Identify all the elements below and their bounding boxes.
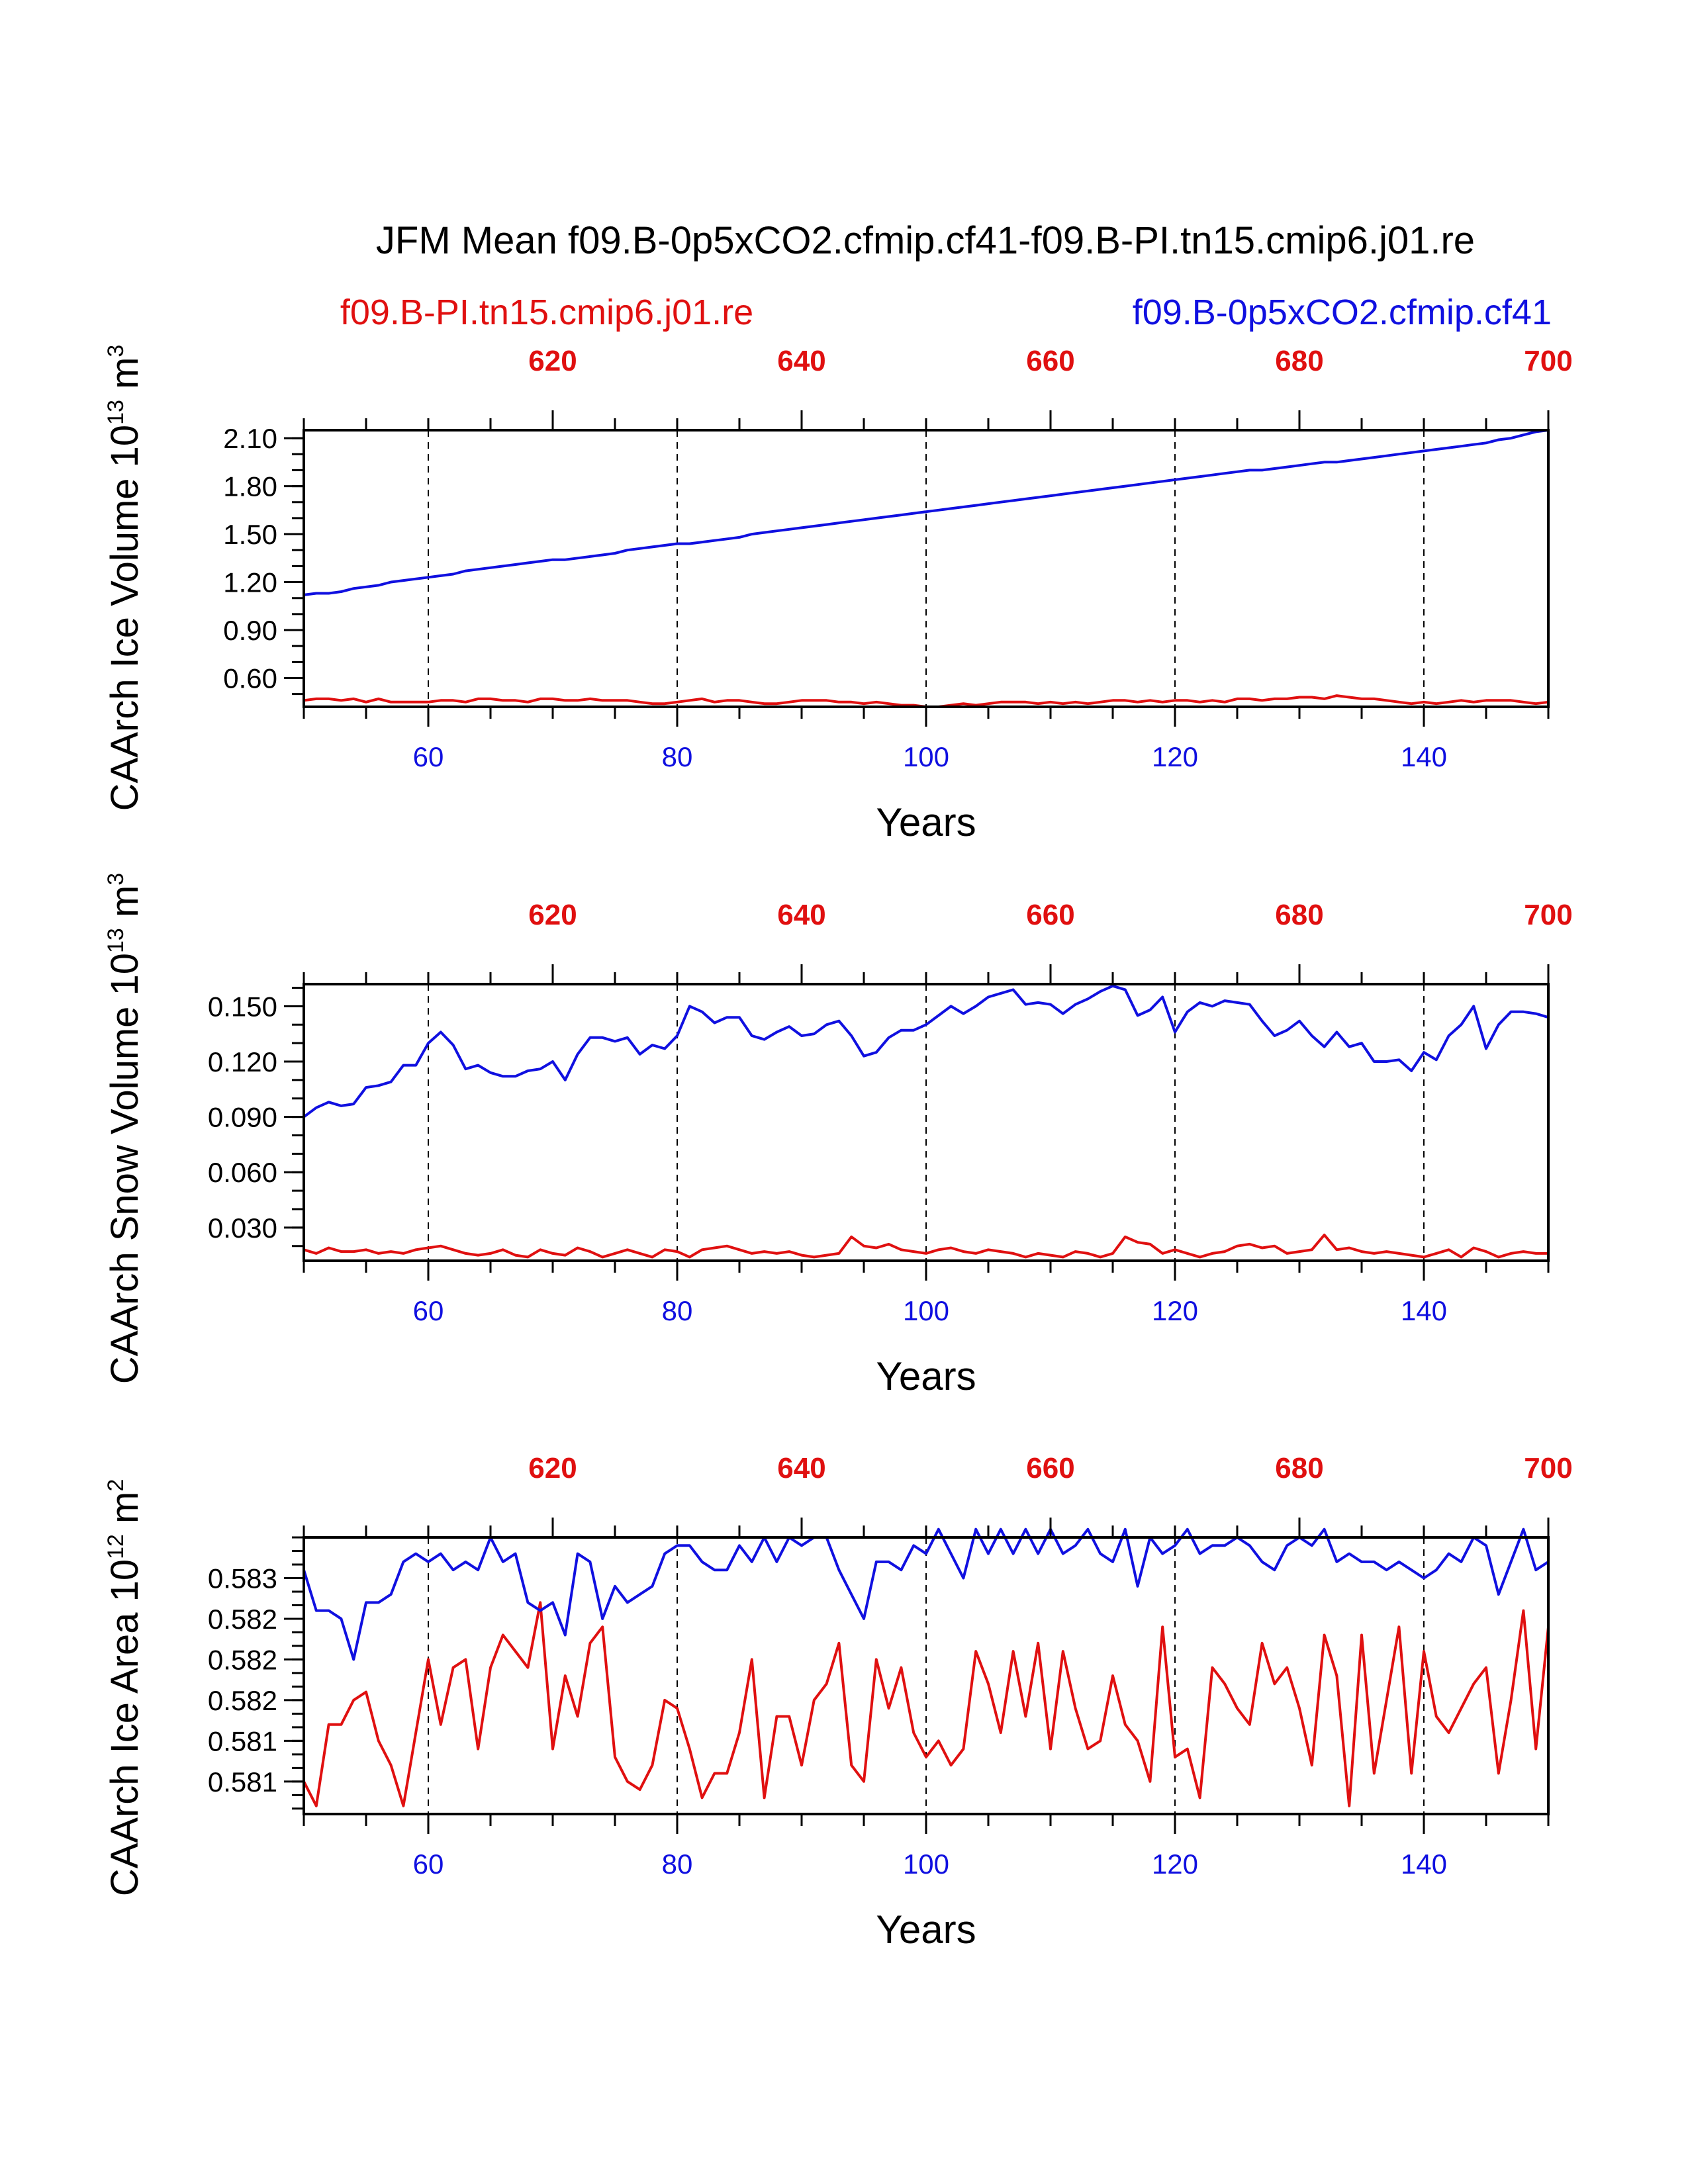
y-axis-label-unit: m <box>103 886 146 928</box>
top-x-tick-label: 640 <box>777 1452 825 1484</box>
y-axis-label-unit: m <box>103 1492 146 1534</box>
top-x-tick-label: 660 <box>1026 899 1074 931</box>
x-tick-label: 60 <box>413 741 444 772</box>
chart-panel-1: 60 80 100 120 140 620 640 660 680 700 0.60 0.90 1.20… <box>103 345 1573 844</box>
x-tick-label: 100 <box>903 741 949 772</box>
x-tick-label: 60 <box>413 1848 444 1880</box>
y-tick-label: 0.582 <box>208 1604 277 1635</box>
top-x-tick-label: 620 <box>528 1452 577 1484</box>
x-tick-label: 60 <box>413 1295 444 1326</box>
y-tick-label: 0.060 <box>208 1157 277 1188</box>
legend-entry-series-b: f09.B-0p5xCO2.cfmip.cf41 <box>1133 293 1552 332</box>
y-tick-label: 0.120 <box>208 1046 277 1077</box>
series-line-half-co2 <box>303 429 1549 596</box>
chart-panel-3: 60 80 100 120 140 620 640 660 680 700 0.581 0.581 0.… <box>103 1452 1573 1952</box>
chart-panels: 60 80 100 120 140 620 640 660 680 700 0.60 0.90 1.20… <box>103 345 1573 1952</box>
x-tick-label: 80 <box>662 1295 693 1326</box>
x-axis-label: Years <box>876 800 976 844</box>
y-axis-label-sup: 13 <box>103 400 128 425</box>
y-axis-label-prefix: CAArch Snow Volume 10 <box>103 953 146 1384</box>
y-tick-label: 1.50 <box>223 519 277 550</box>
x-tick-label: 100 <box>903 1848 949 1880</box>
y-tick-label: 0.582 <box>208 1644 277 1675</box>
series-line-half-co2 <box>303 1527 1550 1661</box>
x-tick-label: 100 <box>903 1295 949 1326</box>
y-tick-label: 0.583 <box>208 1563 277 1594</box>
y-tick-label: 0.581 <box>208 1766 277 1797</box>
legend-entry-series-a: f09.B-PI.tn15.cmip6.j01.re <box>340 293 753 332</box>
x-tick-label: 140 <box>1401 1848 1447 1880</box>
y-axis-label: CAArch Snow Volume 1013 m3 <box>103 873 146 1384</box>
y-tick-label: 2.10 <box>223 423 277 454</box>
x-tick-label: 140 <box>1401 1295 1447 1326</box>
x-tick-label: 80 <box>662 741 693 772</box>
x-tick-label: 140 <box>1401 741 1447 772</box>
y-tick-label: 0.090 <box>208 1102 277 1133</box>
y-axis-label-unit-sup: 2 <box>103 1479 128 1492</box>
x-axis-label: Years <box>876 1354 976 1398</box>
top-x-tick-label: 640 <box>777 899 825 931</box>
y-tick-label: 1.20 <box>223 567 277 598</box>
y-axis-label-sup: 13 <box>103 928 128 953</box>
top-x-tick-label: 700 <box>1524 1452 1572 1484</box>
y-axis-label-unit: m <box>103 357 146 400</box>
x-tick-label: 120 <box>1152 741 1198 772</box>
top-x-tick-label: 680 <box>1275 899 1323 931</box>
top-x-tick-label: 680 <box>1275 345 1323 377</box>
y-axis-label-prefix: CAArch Ice Area 10 <box>103 1559 146 1896</box>
y-tick-label: 0.582 <box>208 1685 277 1716</box>
x-tick-label: 120 <box>1152 1295 1198 1326</box>
top-x-tick-label: 620 <box>528 345 577 377</box>
y-tick-label: 0.581 <box>208 1725 277 1756</box>
top-x-tick-label: 620 <box>528 899 577 931</box>
y-axis-label-prefix: CAArch Ice Volume 10 <box>103 425 146 811</box>
chart-title: JFM Mean f09.B-0p5xCO2.cfmip.cf41-f09.B-… <box>376 219 1475 262</box>
x-tick-label: 120 <box>1152 1848 1198 1880</box>
series-line-half-co2 <box>303 984 1549 1118</box>
series-line-pi-control <box>303 1234 1548 1259</box>
y-axis-label-unit-sup: 3 <box>103 345 128 357</box>
top-x-tick-label: 660 <box>1026 1452 1074 1484</box>
top-x-tick-label: 700 <box>1524 899 1572 931</box>
y-axis-label: CAArch Ice Volume 1013 m3 <box>103 345 146 811</box>
top-x-tick-label: 680 <box>1275 1452 1323 1484</box>
y-tick-label: 0.030 <box>208 1212 277 1244</box>
y-tick-label: 1.80 <box>223 471 277 502</box>
x-tick-label: 80 <box>662 1848 693 1880</box>
y-axis-label-unit-sup: 3 <box>103 873 128 886</box>
y-axis-label: CAArch Ice Area 1012 m2 <box>103 1479 146 1897</box>
chart-panel-2: 60 80 100 120 140 620 640 660 680 700 0.030 0.060 0.… <box>103 873 1573 1398</box>
series-line-pi-control <box>303 1601 1550 1807</box>
y-tick-label: 0.90 <box>223 615 277 646</box>
top-x-tick-label: 640 <box>777 345 825 377</box>
x-axis-label: Years <box>876 1907 976 1952</box>
y-axis-label-sup: 12 <box>103 1534 128 1559</box>
y-tick-label: 0.60 <box>223 663 277 694</box>
top-x-tick-label: 660 <box>1026 345 1074 377</box>
top-x-tick-label: 700 <box>1524 345 1572 377</box>
y-tick-label: 0.150 <box>208 991 277 1022</box>
